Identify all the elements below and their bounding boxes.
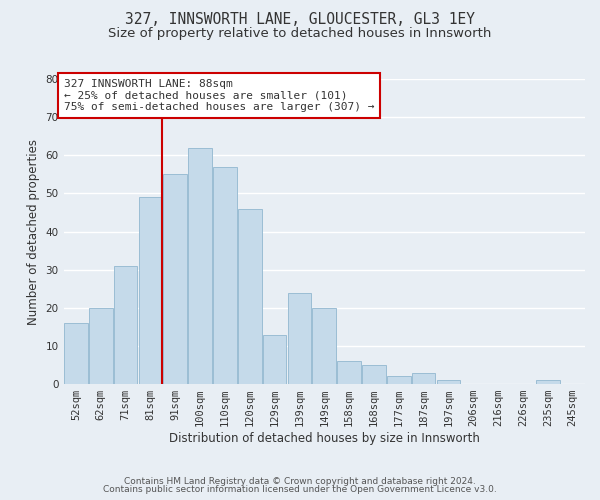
Bar	[89, 308, 113, 384]
Bar	[536, 380, 560, 384]
Bar	[313, 308, 336, 384]
Bar	[163, 174, 187, 384]
Bar	[188, 148, 212, 384]
Bar	[64, 323, 88, 384]
Bar	[362, 365, 386, 384]
Text: 327, INNSWORTH LANE, GLOUCESTER, GL3 1EY: 327, INNSWORTH LANE, GLOUCESTER, GL3 1EY	[125, 12, 475, 28]
Text: Contains public sector information licensed under the Open Government Licence v3: Contains public sector information licen…	[103, 485, 497, 494]
Bar	[287, 292, 311, 384]
X-axis label: Distribution of detached houses by size in Innsworth: Distribution of detached houses by size …	[169, 432, 480, 445]
Bar	[263, 334, 286, 384]
Text: Size of property relative to detached houses in Innsworth: Size of property relative to detached ho…	[109, 28, 491, 40]
Bar	[387, 376, 410, 384]
Bar	[213, 166, 237, 384]
Bar	[238, 208, 262, 384]
Bar	[412, 372, 436, 384]
Text: 327 INNSWORTH LANE: 88sqm
← 25% of detached houses are smaller (101)
75% of semi: 327 INNSWORTH LANE: 88sqm ← 25% of detac…	[64, 79, 374, 112]
Text: Contains HM Land Registry data © Crown copyright and database right 2024.: Contains HM Land Registry data © Crown c…	[124, 477, 476, 486]
Bar	[337, 361, 361, 384]
Bar	[139, 197, 162, 384]
Bar	[114, 266, 137, 384]
Bar	[437, 380, 460, 384]
Y-axis label: Number of detached properties: Number of detached properties	[27, 138, 40, 324]
